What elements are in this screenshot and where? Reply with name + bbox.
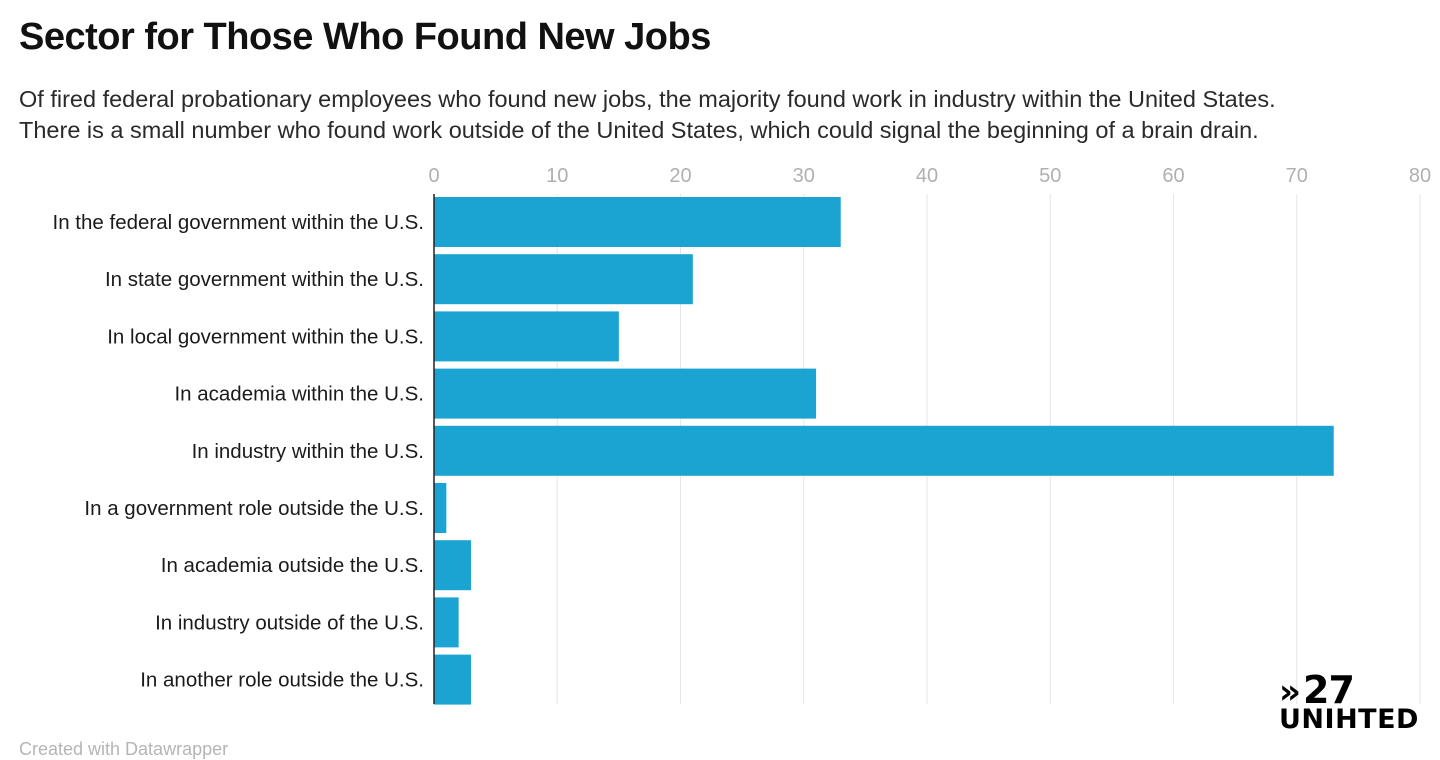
category-label: In state government within the U.S.	[105, 268, 424, 291]
x-tick-label: 30	[793, 165, 815, 187]
bar	[434, 597, 459, 648]
category-labels: In the federal government within the U.S…	[53, 211, 424, 692]
category-label: In local government within the U.S.	[107, 325, 424, 348]
chart-subtitle: Of fired federal probationary employees …	[19, 84, 1429, 146]
subtitle-line-2: There is a small number who found work o…	[19, 117, 1259, 143]
x-tick-label: 50	[1039, 165, 1061, 187]
x-tick-label: 0	[428, 165, 439, 187]
bar	[434, 311, 619, 362]
category-label: In the federal government within the U.S…	[53, 211, 424, 234]
logo-wordmark: UNIHTED	[1279, 704, 1419, 735]
category-label: In academia outside the U.S.	[161, 554, 424, 577]
category-label: In academia within the U.S.	[174, 383, 424, 406]
x-tick-label: 40	[916, 165, 938, 187]
logo-number: 27	[1303, 668, 1355, 712]
x-tick-label: 10	[546, 165, 568, 187]
logo-chevron: »	[1279, 672, 1301, 712]
bar	[434, 197, 841, 247]
x-tick-label: 20	[669, 165, 691, 187]
subtitle-line-1: Of fired federal probationary employees …	[19, 86, 1276, 112]
bar	[434, 368, 817, 419]
credit-footer: Created with Datawrapper	[19, 739, 229, 759]
bar	[434, 540, 471, 591]
brand-logo: » 27 UNIHTED	[1279, 668, 1429, 735]
bar	[434, 483, 447, 533]
category-label: In industry within the U.S.	[192, 440, 424, 463]
bar	[434, 425, 1334, 476]
category-label: In a government role outside the U.S.	[84, 497, 424, 520]
chart-title: Sector for Those Who Found New Jobs	[19, 16, 711, 58]
bar	[434, 654, 471, 705]
x-tick-label: 80	[1409, 165, 1431, 187]
x-tick-label: 70	[1286, 165, 1308, 187]
category-label: In another role outside the U.S.	[140, 669, 424, 692]
bars	[434, 197, 1334, 705]
x-tick-label: 60	[1162, 165, 1184, 187]
bar-chart: 0 10 20 30 40 50 60 70 80 In the federal governm…	[53, 165, 1431, 705]
category-label: In industry outside of the U.S.	[155, 611, 424, 634]
x-axis-ticks: 0 10 20 30 40 50 60 70 80	[428, 165, 1431, 187]
bar	[434, 254, 693, 305]
